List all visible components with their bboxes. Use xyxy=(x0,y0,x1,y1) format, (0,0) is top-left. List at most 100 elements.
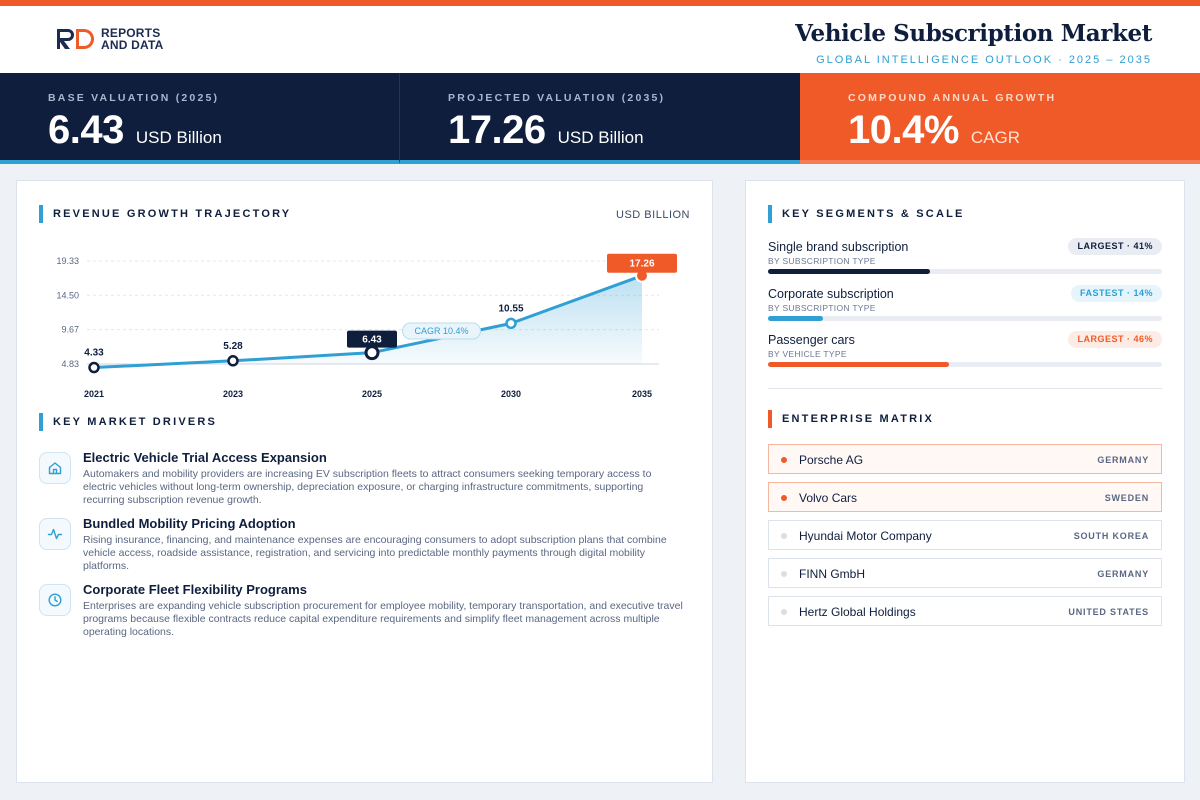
data-point[interactable] xyxy=(364,345,380,361)
y-tick-label: 19.33 xyxy=(56,256,79,266)
stat-unit: USD Billion xyxy=(557,128,644,147)
section-title-enterprise: ENTERPRISE MATRIX xyxy=(768,410,934,428)
x-tick-label: 2035 xyxy=(632,389,652,399)
brand-logo[interactable]: REPORTS AND DATA xyxy=(55,27,163,51)
x-tick-label: 2023 xyxy=(223,389,243,399)
enterprise-country: SWEDEN xyxy=(1104,493,1149,503)
enterprise-name: Volvo Cars xyxy=(799,491,858,505)
enterprise-name: Hertz Global Holdings xyxy=(799,605,916,619)
enterprise-country: GERMANY xyxy=(1097,455,1149,465)
segment-share-bar xyxy=(768,269,930,274)
segment-share-track xyxy=(768,269,1162,274)
activity-icon xyxy=(39,518,71,550)
segment-name: Single brand subscription xyxy=(768,240,909,254)
section-title-text: KEY MARKET DRIVERS xyxy=(53,416,218,428)
enterprise-name: Hyundai Motor Company xyxy=(799,529,932,543)
home-icon xyxy=(39,452,71,484)
segment-badge: LARGEST · 46% xyxy=(1068,331,1162,348)
enterprise-country: UNITED STATES xyxy=(1068,607,1149,617)
data-point[interactable] xyxy=(88,361,100,374)
driver-description: Automakers and mobility providers are in… xyxy=(83,468,652,506)
cagr-annotation-pill xyxy=(402,322,481,340)
stat-cagr: COMPOUND ANNUAL GROWTH 10.4% CAGR xyxy=(800,73,1200,164)
data-label: 4.33 xyxy=(84,348,104,359)
stat-unit: CAGR xyxy=(970,128,1021,147)
stat-label: BASE VALUATION (2025) xyxy=(48,92,220,104)
section-accent-bar xyxy=(39,413,43,431)
driver-title: Corporate Fleet Flexibility Programs xyxy=(83,582,307,597)
section-title-text: ENTERPRISE MATRIX xyxy=(782,413,935,425)
section-title-growth: REVENUE GROWTH TRAJECTORY xyxy=(39,205,291,223)
segment-share-track xyxy=(768,362,1162,367)
driver-title: Electric Vehicle Trial Access Expansion xyxy=(83,450,327,465)
logo-wordmark: REPORTS AND DATA xyxy=(101,27,163,51)
enterprise-country: GERMANY xyxy=(1097,569,1149,579)
enterprise-name: Porsche AG xyxy=(799,453,864,467)
revenue-growth-chart: 19.33 14.50 9.67 4.83 CAGR 10.4% 4.33 5.28 6.… xyxy=(56,253,677,399)
section-title-segments: KEY SEGMENTS & SCALE xyxy=(768,205,965,223)
enterprise-row[interactable]: FINN GmbH GERMANY xyxy=(768,558,1162,588)
segment-name: Passenger cars xyxy=(768,333,855,347)
left-panel: REVENUE GROWTH TRAJECTORY USD BILLION 19… xyxy=(16,180,713,783)
data-label: 5.28 xyxy=(223,341,243,352)
x-tick-label: 2021 xyxy=(84,389,104,399)
section-accent-bar xyxy=(39,205,43,223)
page-title: Vehicle Subscription Market xyxy=(795,20,1152,47)
section-accent-bar xyxy=(768,410,772,428)
logo-mark-icon xyxy=(55,27,97,51)
segment-badge: FASTEST · 14% xyxy=(1070,285,1162,302)
driver-title: Bundled Mobility Pricing Adoption xyxy=(83,516,296,531)
data-point[interactable] xyxy=(505,317,517,330)
enterprise-row[interactable]: Hyundai Motor Company SOUTH KOREA xyxy=(768,520,1162,550)
value-badge xyxy=(607,253,677,273)
status-dot-icon xyxy=(781,609,787,615)
enterprise-row[interactable]: Hertz Global Holdings UNITED STATES xyxy=(768,596,1162,626)
right-panel: KEY SEGMENTS & SCALE Single brand subscr… xyxy=(745,180,1185,783)
value-badge xyxy=(347,330,397,348)
stat-unit: USD Billion xyxy=(135,128,222,147)
page-header: REPORTS AND DATA Vehicle Subscription Ma… xyxy=(0,6,1200,73)
driver-description: Rising insurance, financing, and mainten… xyxy=(83,534,667,572)
section-accent-bar xyxy=(768,205,772,223)
stat-value: 10.4% xyxy=(848,108,959,152)
segment-badge: LARGEST · 41% xyxy=(1068,238,1162,255)
status-dot-icon xyxy=(781,495,787,501)
section-title-drivers: KEY MARKET DRIVERS xyxy=(39,413,217,431)
chart-unit-label: USD BILLION xyxy=(616,209,690,221)
area-fill xyxy=(94,275,642,368)
stat-base-valuation: BASE VALUATION (2025) 6.43 USD Billion xyxy=(0,73,400,164)
stat-label: COMPOUND ANNUAL GROWTH xyxy=(848,92,1057,104)
enterprise-row[interactable]: Porsche AG GERMANY xyxy=(768,444,1162,474)
section-title-text: KEY SEGMENTS & SCALE xyxy=(782,208,965,220)
segment-share-track xyxy=(768,316,1162,321)
status-dot-icon xyxy=(781,571,787,577)
stat-value: 17.26 xyxy=(448,108,546,152)
segment-type: BY VEHICLE TYPE xyxy=(768,349,847,359)
stat-label: PROJECTED VALUATION (2035) xyxy=(448,92,666,104)
enterprise-row[interactable]: Volvo Cars SWEDEN xyxy=(768,482,1162,512)
logo-line-2: AND DATA xyxy=(101,38,164,52)
segment-type: BY SUBSCRIPTION TYPE xyxy=(768,303,876,313)
key-stats-strip: BASE VALUATION (2025) 6.43 USD Billion P… xyxy=(0,73,1200,164)
segment-share-bar xyxy=(768,316,824,321)
x-tick-label: 2030 xyxy=(501,389,521,399)
stat-projected-valuation: PROJECTED VALUATION (2035) 17.26 USD Bil… xyxy=(400,73,800,164)
cagr-annotation: CAGR 10.4% xyxy=(414,326,468,336)
logo-r-icon xyxy=(57,29,74,49)
x-tick-label: 2025 xyxy=(362,389,382,399)
data-label: 17.26 xyxy=(629,259,654,270)
driver-description: Enterprises are expanding vehicle subscr… xyxy=(83,600,683,638)
stat-value: 6.43 xyxy=(48,108,124,152)
logo-line-1: REPORTS xyxy=(101,26,161,40)
segment-share-bar xyxy=(768,362,950,367)
section-divider xyxy=(768,388,1162,389)
enterprise-country: SOUTH KOREA xyxy=(1073,531,1149,541)
section-title-text: REVENUE GROWTH TRAJECTORY xyxy=(53,208,292,220)
data-point[interactable] xyxy=(227,355,239,367)
status-dot-icon xyxy=(781,533,787,539)
top-accent-bar xyxy=(0,0,1200,6)
logo-d-icon xyxy=(76,29,94,49)
data-label: 6.43 xyxy=(362,335,382,346)
y-tick-label: 9.67 xyxy=(61,325,79,335)
data-label: 10.55 xyxy=(498,303,523,314)
